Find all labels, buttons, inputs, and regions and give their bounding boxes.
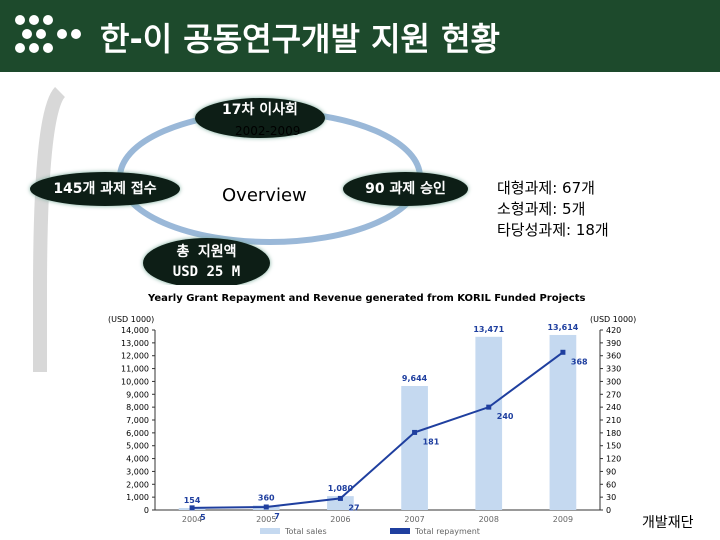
bar bbox=[549, 334, 577, 510]
line-point bbox=[560, 349, 566, 355]
line bbox=[192, 351, 564, 509]
y2-tick-label: 300 bbox=[606, 377, 621, 386]
title-bar: 한-이 공동연구개발 지원 현황 bbox=[0, 0, 720, 72]
logo bbox=[15, 15, 81, 53]
line-label: 27 bbox=[348, 503, 359, 512]
x-tick-label: 2009 bbox=[553, 515, 573, 524]
line-point bbox=[189, 505, 195, 511]
legend-label: Total sales bbox=[284, 527, 327, 536]
y2-tick-label: 0 bbox=[606, 506, 611, 515]
page-title: 한-이 공동연구개발 지원 현황 bbox=[100, 20, 500, 58]
y-tick-label: 11,000 bbox=[121, 365, 149, 374]
line-label: 5 bbox=[200, 513, 206, 522]
approved-node: 90 과제 승인 bbox=[343, 172, 468, 206]
y2-tick-label: 90 bbox=[606, 467, 616, 476]
bar-label: 360 bbox=[258, 493, 275, 502]
received-node: 145개 과제 접수 bbox=[30, 172, 180, 206]
board-label: 17차 이사회 bbox=[222, 102, 298, 118]
bar-label: 13,471 bbox=[473, 325, 504, 334]
line-point bbox=[337, 495, 343, 501]
y2-tick-label: 180 bbox=[606, 429, 621, 438]
total-value: USD 25 M bbox=[172, 264, 241, 280]
bar-label: 1,080 bbox=[328, 484, 354, 493]
y2-tick-label: 240 bbox=[606, 403, 621, 412]
summary: 대형과제: 67개 소형과제: 5개 타당성과제: 18개 bbox=[497, 178, 609, 241]
y-tick-label: 10,000 bbox=[121, 377, 149, 386]
y-tick-label: 8,000 bbox=[126, 403, 149, 412]
x-tick-label: 2006 bbox=[330, 515, 350, 524]
chart-title: Yearly Grant Repayment and Revenue gener… bbox=[147, 293, 586, 304]
footer: 개발재단 bbox=[642, 515, 694, 531]
total-node: 총 지원액 USD 25 M bbox=[143, 238, 270, 288]
y2-tick-label: 60 bbox=[606, 480, 616, 489]
y-tick-label: 7,000 bbox=[126, 416, 149, 425]
y-axis-label: (USD 1000) bbox=[108, 315, 154, 324]
x-tick-label: 2004 bbox=[182, 515, 202, 524]
y2-tick-label: 390 bbox=[606, 339, 621, 348]
y-tick-label: 6,000 bbox=[126, 429, 149, 438]
bar bbox=[401, 386, 428, 510]
center-label: Overview bbox=[222, 185, 307, 206]
legend-swatch bbox=[390, 528, 410, 534]
y2-axis-label: (USD 1000) bbox=[590, 315, 636, 324]
chart: Yearly Grant Repayment and Revenue gener… bbox=[100, 285, 640, 540]
y-tick-label: 12,000 bbox=[121, 352, 149, 361]
period: 2002-2009 bbox=[235, 124, 301, 138]
bar bbox=[475, 336, 503, 510]
y-tick-label: 1,000 bbox=[126, 493, 149, 502]
x-tick-label: 2005 bbox=[256, 515, 276, 524]
line-label: 181 bbox=[423, 437, 440, 446]
bar-label: 13,614 bbox=[547, 323, 578, 332]
y2-tick-label: 150 bbox=[606, 442, 621, 451]
bar-label: 9,644 bbox=[402, 374, 428, 383]
y2-tick-label: 270 bbox=[606, 390, 621, 399]
y-tick-label: 9,000 bbox=[126, 390, 149, 399]
y-tick-label: 3,000 bbox=[126, 467, 149, 476]
line-point bbox=[263, 504, 269, 510]
y-tick-label: 0 bbox=[144, 506, 149, 515]
x-tick-label: 2008 bbox=[479, 515, 499, 524]
board-node: 17차 이사회 bbox=[195, 98, 325, 138]
y-tick-label: 5,000 bbox=[126, 442, 149, 451]
total-label: 총 지원액 bbox=[176, 244, 237, 260]
line-label: 240 bbox=[497, 412, 514, 421]
y2-tick-label: 330 bbox=[606, 365, 621, 374]
summary-item: 대형과제: 67개 bbox=[497, 179, 595, 197]
line-label: 7 bbox=[274, 512, 280, 521]
y-tick-label: 4,000 bbox=[126, 455, 149, 464]
y2-tick-label: 120 bbox=[606, 455, 621, 464]
legend-label: Total repayment bbox=[414, 527, 480, 536]
y2-tick-label: 360 bbox=[606, 352, 621, 361]
bar-label: 154 bbox=[184, 496, 201, 505]
y2-tick-label: 420 bbox=[606, 326, 621, 335]
y2-tick-label: 30 bbox=[606, 493, 616, 502]
line-label: 368 bbox=[571, 357, 588, 366]
y-tick-label: 2,000 bbox=[126, 480, 149, 489]
line-point bbox=[412, 429, 418, 435]
legend-swatch bbox=[260, 528, 280, 534]
summary-item: 타당성과제: 18개 bbox=[497, 221, 609, 239]
y-tick-label: 14,000 bbox=[121, 326, 149, 335]
y-tick-label: 13,000 bbox=[121, 339, 149, 348]
x-tick-label: 2007 bbox=[404, 515, 424, 524]
y2-tick-label: 210 bbox=[606, 416, 621, 425]
line-point bbox=[486, 404, 492, 410]
summary-item: 소형과제: 5개 bbox=[497, 200, 586, 218]
